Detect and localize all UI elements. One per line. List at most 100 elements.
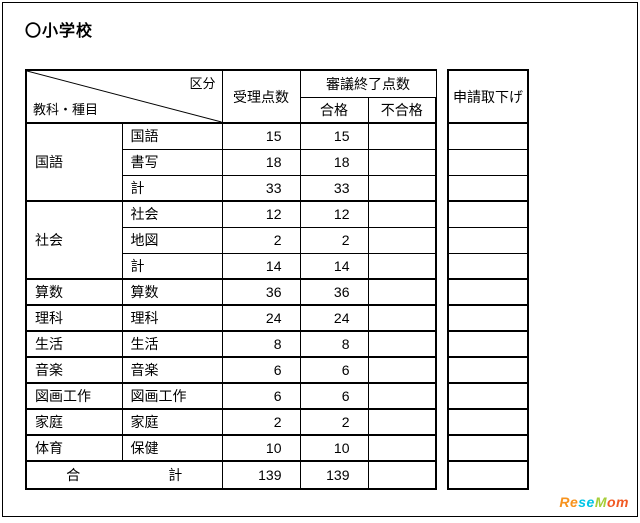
fail-cell bbox=[368, 123, 436, 149]
subject-cell: 理科 bbox=[26, 305, 122, 331]
accepted-cell: 6 bbox=[222, 357, 300, 383]
table-row: 図画工作図画工作66 bbox=[26, 383, 436, 409]
withdraw-row bbox=[448, 435, 528, 461]
withdraw-cell bbox=[448, 331, 528, 357]
total-fail bbox=[368, 461, 436, 489]
fail-cell bbox=[368, 331, 436, 357]
item-cell: 算数 bbox=[122, 279, 222, 305]
header-diag-cell: 区分 教科・種目 bbox=[26, 70, 222, 123]
withdraw-row bbox=[448, 279, 528, 305]
fail-cell bbox=[368, 435, 436, 461]
accepted-cell: 10 bbox=[222, 435, 300, 461]
pass-cell: 6 bbox=[300, 383, 368, 409]
header-withdraw: 申請取下げ bbox=[448, 70, 528, 123]
item-cell: 保健 bbox=[122, 435, 222, 461]
item-cell: 計 bbox=[122, 175, 222, 201]
header-shingi: 審議終了点数 bbox=[300, 70, 436, 97]
table-row: 体育保健1010 bbox=[26, 435, 436, 461]
accepted-cell: 6 bbox=[222, 383, 300, 409]
withdraw-row bbox=[448, 227, 528, 253]
accepted-cell: 18 bbox=[222, 149, 300, 175]
total-row: 合 計139139 bbox=[26, 461, 436, 489]
watermark: ReseMom bbox=[559, 494, 629, 510]
withdraw-header-row: 申請取下げ bbox=[448, 70, 528, 123]
pass-cell: 36 bbox=[300, 279, 368, 305]
accepted-cell: 33 bbox=[222, 175, 300, 201]
withdraw-cell bbox=[448, 357, 528, 383]
pass-cell: 8 bbox=[300, 331, 368, 357]
table-row: 国語国語1515 bbox=[26, 123, 436, 149]
subject-cell: 体育 bbox=[26, 435, 122, 461]
item-cell: 音楽 bbox=[122, 357, 222, 383]
withdraw-cell bbox=[448, 279, 528, 305]
pass-cell: 2 bbox=[300, 409, 368, 435]
watermark-om: om bbox=[607, 494, 629, 510]
withdraw-cell bbox=[448, 409, 528, 435]
withdraw-row bbox=[448, 383, 528, 409]
accepted-cell: 15 bbox=[222, 123, 300, 149]
withdraw-row bbox=[448, 253, 528, 279]
subject-cell: 音楽 bbox=[26, 357, 122, 383]
withdraw-table: 申請取下げ bbox=[447, 69, 529, 490]
withdraw-cell bbox=[448, 227, 528, 253]
total-accepted: 139 bbox=[222, 461, 300, 489]
withdraw-row bbox=[448, 123, 528, 149]
fail-cell bbox=[368, 201, 436, 227]
pass-cell: 18 bbox=[300, 149, 368, 175]
accepted-cell: 2 bbox=[222, 409, 300, 435]
withdraw-cell bbox=[448, 253, 528, 279]
accepted-cell: 24 bbox=[222, 305, 300, 331]
item-cell: 家庭 bbox=[122, 409, 222, 435]
subject-cell: 図画工作 bbox=[26, 383, 122, 409]
withdraw-cell bbox=[448, 149, 528, 175]
accepted-cell: 2 bbox=[222, 227, 300, 253]
item-cell: 国語 bbox=[122, 123, 222, 149]
subject-cell: 算数 bbox=[26, 279, 122, 305]
pass-cell: 6 bbox=[300, 357, 368, 383]
pass-cell: 15 bbox=[300, 123, 368, 149]
header-kubun: 区分 bbox=[189, 73, 215, 92]
withdraw-row bbox=[448, 149, 528, 175]
withdraw-cell bbox=[448, 383, 528, 409]
fail-cell bbox=[368, 279, 436, 305]
table-row: 算数算数3636 bbox=[26, 279, 436, 305]
header-kyoka: 教科・種目 bbox=[33, 99, 98, 118]
accepted-cell: 36 bbox=[222, 279, 300, 305]
total-pass: 139 bbox=[300, 461, 368, 489]
withdraw-row bbox=[448, 461, 528, 489]
fail-cell bbox=[368, 175, 436, 201]
withdraw-cell bbox=[448, 435, 528, 461]
fail-cell bbox=[368, 227, 436, 253]
header-pass: 合格 bbox=[300, 97, 368, 123]
document-frame: 〇小学校 区分 教科・種目 受理点数 審議終了点数 合格 不合格 国語国語151… bbox=[2, 2, 638, 517]
page-title: 〇小学校 bbox=[25, 17, 621, 41]
fail-cell bbox=[368, 253, 436, 279]
withdraw-row bbox=[448, 175, 528, 201]
subject-cell: 社会 bbox=[26, 201, 122, 279]
fail-cell bbox=[368, 383, 436, 409]
subject-cell: 家庭 bbox=[26, 409, 122, 435]
header-fail: 不合格 bbox=[368, 97, 436, 123]
fail-cell bbox=[368, 305, 436, 331]
withdraw-row bbox=[448, 357, 528, 383]
item-cell: 図画工作 bbox=[122, 383, 222, 409]
watermark-re: Re bbox=[559, 494, 578, 510]
tables-wrapper: 区分 教科・種目 受理点数 審議終了点数 合格 不合格 国語国語1515書写18… bbox=[25, 69, 621, 490]
pass-cell: 14 bbox=[300, 253, 368, 279]
withdraw-row bbox=[448, 409, 528, 435]
table-row: 音楽音楽66 bbox=[26, 357, 436, 383]
item-cell: 地図 bbox=[122, 227, 222, 253]
subject-cell: 国語 bbox=[26, 123, 122, 201]
fail-cell bbox=[368, 357, 436, 383]
item-cell: 書写 bbox=[122, 149, 222, 175]
pass-cell: 10 bbox=[300, 435, 368, 461]
item-cell: 計 bbox=[122, 253, 222, 279]
item-cell: 理科 bbox=[122, 305, 222, 331]
table-row: 生活生活88 bbox=[26, 331, 436, 357]
fail-cell bbox=[368, 409, 436, 435]
withdraw-cell bbox=[448, 461, 528, 489]
withdraw-row bbox=[448, 331, 528, 357]
subject-cell: 生活 bbox=[26, 331, 122, 357]
pass-cell: 12 bbox=[300, 201, 368, 227]
header-accepted: 受理点数 bbox=[222, 70, 300, 123]
